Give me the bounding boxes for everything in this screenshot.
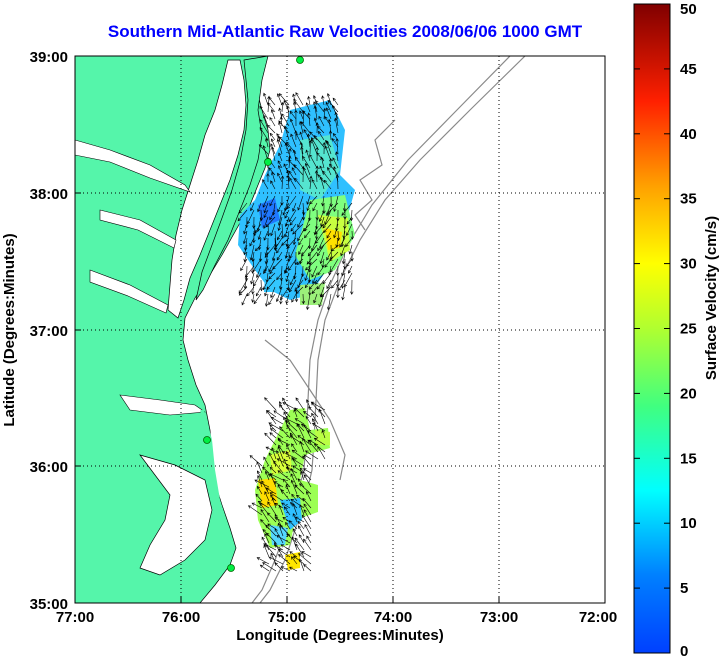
colorbar-tick-label: 45 (680, 61, 697, 78)
colorbar-tick-label: 10 (680, 515, 697, 532)
pamlico-sound (139, 454, 213, 576)
bathymetry-contour-3 (354, 119, 396, 231)
colorbar-tick-label: 15 (680, 450, 697, 467)
y-tick-label: 38:00 (30, 186, 68, 203)
map-title: Southern Mid-Atlantic Raw Velocities 200… (107, 22, 583, 41)
y-axis-label: Latitude (Degrees:Minutes) (1, 233, 18, 426)
radar-station-marker (203, 436, 211, 444)
colorbar-tick-label: 20 (680, 385, 697, 402)
x-tick-label: 75:00 (268, 609, 306, 626)
delmarva-peninsula (195, 56, 269, 301)
potomac-river (75, 139, 191, 193)
y-tick-label: 39:00 (30, 49, 68, 66)
outer-banks (200, 409, 235, 582)
colorbar-label: Surface Velocity (cm/s) (703, 216, 720, 380)
rappahannock-river (99, 209, 177, 249)
x-tick-label: 74:00 (374, 609, 412, 626)
y-tick-label: 36:00 (30, 459, 68, 476)
colorbar-tick-label: 0 (680, 643, 688, 659)
x-tick-label: 77:00 (56, 609, 94, 626)
colorbar-tick-label: 5 (680, 580, 688, 597)
colorbar-tick-label: 50 (680, 1, 697, 18)
radar-station-marker (264, 158, 272, 166)
x-tick-label: 72:00 (579, 609, 617, 626)
x-tick-label: 76:00 (162, 609, 200, 626)
x-axis-label: Longitude (Degrees:Minutes) (236, 627, 444, 644)
albemarle-sound (119, 394, 206, 416)
colorbar-tick-label: 35 (680, 191, 697, 208)
radar-station-marker (227, 564, 235, 572)
colorbar-tick-label: 25 (680, 321, 697, 338)
york-james-river (89, 269, 169, 314)
radar-station-marker (296, 56, 304, 64)
map-grid (75, 56, 605, 603)
y-tick-label: 35:00 (30, 596, 68, 613)
bathymetry-contour-4 (264, 339, 346, 481)
colorbar-tick-label: 30 (680, 256, 697, 273)
x-tick-label: 73:00 (480, 609, 518, 626)
colorbar-tick-label: 40 (680, 126, 697, 143)
y-tick-label: 37:00 (30, 323, 68, 340)
